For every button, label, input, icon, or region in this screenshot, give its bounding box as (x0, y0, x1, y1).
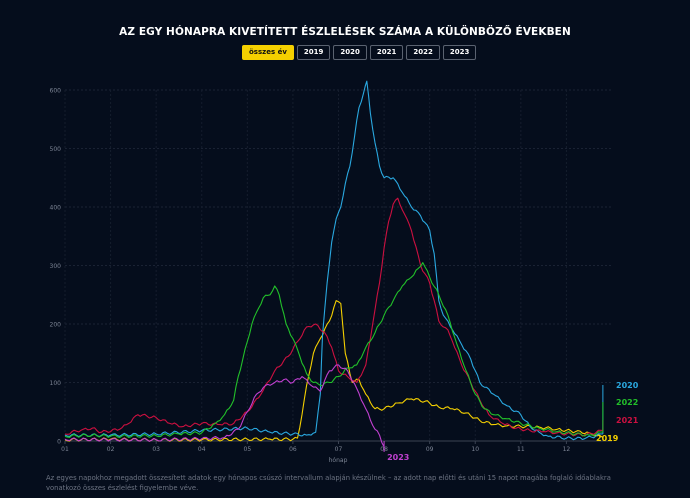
x-tick-label: 09 (426, 446, 434, 453)
series-end-label-2020: 2020 (616, 381, 639, 390)
y-tick-label: 100 (50, 380, 62, 387)
x-tick-label: 03 (152, 446, 160, 453)
y-tick-label: 0 (57, 439, 61, 446)
y-tick-label: 600 (50, 88, 62, 95)
tab-2023[interactable]: 2023 (442, 45, 477, 60)
series-end-label-2022: 2022 (616, 398, 638, 407)
tab-2019[interactable]: 2019 (296, 45, 331, 60)
series-line-2021 (64, 197, 603, 437)
series-line-2023 (64, 364, 385, 448)
x-tick-label: 12 (563, 446, 571, 453)
y-tick-label: 400 (50, 205, 62, 212)
x-tick-label: 05 (244, 446, 252, 453)
y-tick-label: 500 (50, 146, 62, 153)
tab-2021[interactable]: 2021 (369, 45, 404, 60)
line-chart: 0100200300400500600010203040506070809101… (50, 80, 639, 464)
tab-2020[interactable]: 2020 (333, 45, 367, 60)
x-tick-label: 01 (61, 446, 69, 453)
y-tick-label: 300 (50, 263, 62, 270)
tab-2022[interactable]: 2022 (406, 45, 440, 60)
x-tick-label: 02 (107, 446, 115, 453)
series-end-label-2019: 2019 (596, 434, 619, 443)
year-filter-tabs: összes év 2019 2020 2021 2022 2023 (242, 45, 477, 60)
x-tick-label: 07 (335, 446, 343, 453)
footnote: Az egyes napokhoz megadott összesített a… (46, 474, 611, 492)
series-end-label-2021: 2021 (616, 416, 639, 425)
series-end-label-2023: 2023 (387, 453, 409, 462)
chart-title: AZ EGY HÓNAPRA KIVETÍTETT ÉSZLELÉSEK SZÁ… (119, 26, 571, 38)
series-line-2022 (64, 262, 603, 439)
x-axis-label: hónap (329, 457, 348, 464)
x-tick-label: 11 (517, 446, 525, 453)
y-tick-label: 200 (50, 322, 62, 329)
x-tick-label: 10 (471, 446, 479, 453)
series-line-2019 (64, 300, 604, 442)
x-tick-label: 06 (289, 446, 297, 453)
series-line-2020 (64, 80, 603, 441)
x-tick-label: 04 (198, 446, 206, 453)
tab-all-years[interactable]: összes év (242, 45, 294, 60)
